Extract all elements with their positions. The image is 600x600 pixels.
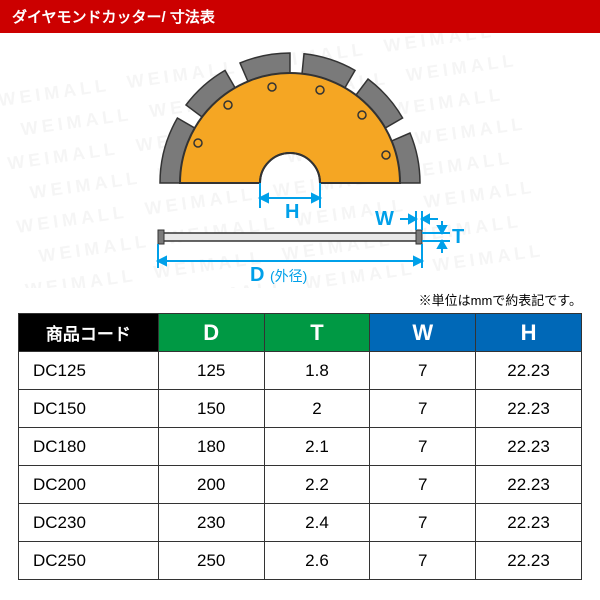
unit-note: ※単位はmmで約表記です。 (0, 288, 600, 313)
cell-D: 230 (158, 504, 264, 542)
cell-D: 125 (158, 352, 264, 390)
cell-W: 7 (370, 542, 476, 580)
spec-table: 商品コード D T W H DC1251251.8722.23DC1501502… (18, 313, 582, 580)
cell-H: 22.23 (476, 504, 582, 542)
label-T: T (452, 226, 464, 248)
diagram-area: WEIMALL WEIMALL WEIMALL WEIMALL WEIMALL … (0, 33, 600, 288)
cell-W: 7 (370, 428, 476, 466)
th-D: D (158, 314, 264, 352)
cell-D: 250 (158, 542, 264, 580)
th-H: H (476, 314, 582, 352)
cell-T: 2 (264, 390, 370, 428)
table-row: DC1251251.8722.23 (19, 352, 582, 390)
label-W: W (375, 208, 394, 230)
page-header: ダイヤモンドカッター/ 寸法表 (0, 0, 600, 33)
cell-W: 7 (370, 352, 476, 390)
cell-H: 22.23 (476, 390, 582, 428)
cell-H: 22.23 (476, 466, 582, 504)
th-T: T (264, 314, 370, 352)
table-row: DC1501502722.23 (19, 390, 582, 428)
cell-W: 7 (370, 504, 476, 542)
cell-code: DC180 (19, 428, 159, 466)
cell-code: DC125 (19, 352, 159, 390)
cell-H: 22.23 (476, 428, 582, 466)
cell-W: 7 (370, 390, 476, 428)
cell-code: DC200 (19, 466, 159, 504)
cell-D: 180 (158, 428, 264, 466)
cell-T: 1.8 (264, 352, 370, 390)
label-D: D (250, 264, 264, 286)
cell-T: 2.6 (264, 542, 370, 580)
label-H: H (285, 201, 299, 223)
table-row: DC2502502.6722.23 (19, 542, 582, 580)
th-code: 商品コード (19, 314, 159, 352)
label-D-suffix: (外径) (270, 268, 307, 284)
cell-T: 2.1 (264, 428, 370, 466)
table-row: DC2002002.2722.23 (19, 466, 582, 504)
cell-D: 200 (158, 466, 264, 504)
table-row: DC1801802.1722.23 (19, 428, 582, 466)
header-title: ダイヤモンドカッター/ 寸法表 (12, 9, 215, 26)
th-W: W (370, 314, 476, 352)
cell-T: 2.4 (264, 504, 370, 542)
cell-code: DC250 (19, 542, 159, 580)
blade-diagram: H W T (90, 33, 510, 288)
cell-T: 2.2 (264, 466, 370, 504)
cell-code: DC230 (19, 504, 159, 542)
table-header-row: 商品コード D T W H (19, 314, 582, 352)
cell-W: 7 (370, 466, 476, 504)
cell-code: DC150 (19, 390, 159, 428)
cell-H: 22.23 (476, 352, 582, 390)
cell-H: 22.23 (476, 542, 582, 580)
table-row: DC2302302.4722.23 (19, 504, 582, 542)
cell-D: 150 (158, 390, 264, 428)
